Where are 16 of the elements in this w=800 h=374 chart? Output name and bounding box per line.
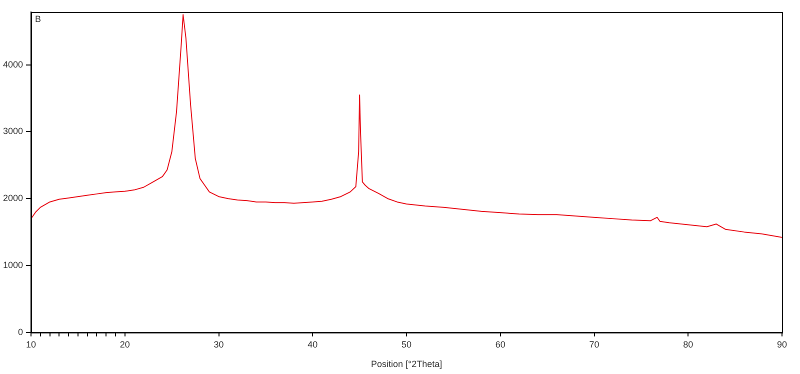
x-tick-label: 90 [776, 339, 788, 350]
x-tick-label: 20 [120, 339, 130, 350]
y-tick-label: 4000 [2, 59, 24, 70]
y-tick-label: 2000 [2, 193, 24, 204]
y-tick-label: 3000 [2, 126, 24, 136]
x-axis-title: Position [°2Theta] [370, 359, 442, 370]
x-tick-label: 60 [495, 339, 506, 350]
y-tick-label: 1000 [2, 260, 24, 270]
x-tick-label: 70 [589, 339, 600, 350]
x-tick-label: 40 [308, 339, 318, 350]
x-tick-label: 30 [214, 339, 224, 350]
x-tick-label: 50 [402, 339, 412, 350]
y-tick-label: 0 [18, 326, 24, 337]
annotation: B [35, 14, 42, 24]
x-tick-label: 80 [683, 339, 694, 350]
x-tick-label: 10 [26, 339, 36, 350]
